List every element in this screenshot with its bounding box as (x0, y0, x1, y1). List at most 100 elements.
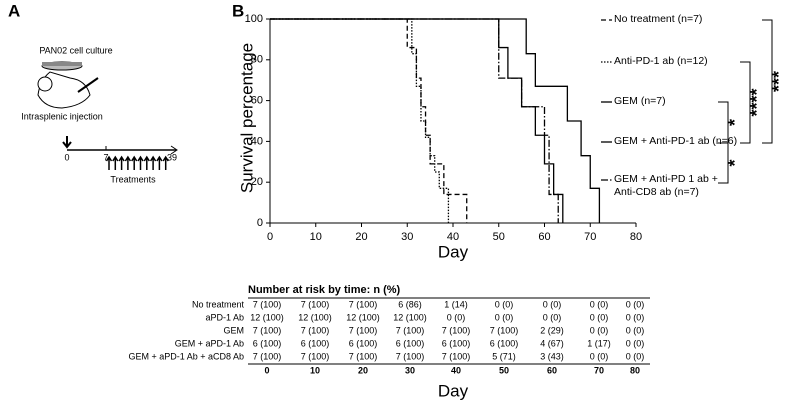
table-cell: 6 (100) (301, 338, 330, 348)
treatment-arrow (118, 155, 125, 170)
day-header: 80 (630, 365, 640, 375)
panel-label: A (8, 1, 20, 20)
x-tick-label: 0 (267, 231, 273, 243)
table-cell: 0 (0) (590, 325, 609, 335)
table-title: Number at risk by time: n (%) (248, 284, 401, 296)
survival-curve (270, 18, 450, 223)
injection-arrow (62, 136, 72, 149)
table-x-title: Day (438, 381, 469, 400)
table-cell: 7 (100) (396, 351, 425, 361)
timeline-label: 39 (167, 152, 177, 162)
table-cell: 12 (100) (298, 312, 332, 322)
panel-label: B (232, 1, 244, 20)
significance-bracket (740, 61, 751, 144)
row-label: GEM + aPD-1 Ab (175, 338, 244, 348)
x-tick-label: 80 (630, 231, 642, 243)
table-cell: 0 (0) (626, 299, 645, 309)
timeline-label: 0 (64, 152, 69, 162)
table-cell: 12 (100) (346, 312, 380, 322)
day-header: 0 (264, 365, 269, 375)
x-tick-label: 40 (447, 231, 459, 243)
table-cell: 0 (0) (590, 351, 609, 361)
table-cell: 7 (100) (442, 351, 471, 361)
day-header: 50 (499, 365, 509, 375)
table-cell: 0 (0) (590, 299, 609, 309)
table-cell: 1 (17) (587, 338, 611, 348)
x-tick-label: 70 (584, 231, 596, 243)
treatment-arrow (124, 155, 132, 170)
y-tick-label: 60 (251, 95, 263, 107)
day-header: 60 (547, 365, 557, 375)
timeline-label: 7 (103, 152, 108, 162)
legend-entry: GEM + Anti-PD 1 ab + Anti-CD8 ab (n=7) (614, 173, 718, 198)
table-cell: 6 (100) (349, 338, 378, 348)
table-cell: 7 (100) (349, 351, 378, 361)
table-cell: 4 (67) (540, 338, 564, 348)
survival-curve (270, 18, 559, 223)
y-tick-label: 100 (245, 13, 263, 25)
table-cell: 6 (100) (396, 338, 425, 348)
table-cell: 6 (100) (442, 338, 471, 348)
injection-label: Intrasplenic injection (21, 111, 103, 121)
syringe (77, 77, 99, 93)
table-cell: 7 (100) (490, 325, 519, 335)
table-cell: 12 (100) (393, 312, 427, 322)
dish (42, 62, 82, 66)
significance-bracket (718, 142, 729, 184)
y-tick-label: 40 (251, 135, 263, 147)
table-cell: 7 (100) (301, 299, 330, 309)
culture-label: PAN02 cell culture (39, 45, 112, 55)
table-cell: 0 (0) (626, 312, 645, 322)
table-cell: 12 (100) (250, 312, 284, 322)
significance-label: * (725, 119, 745, 126)
treatment-arrow (143, 155, 150, 170)
table-cell: 7 (100) (442, 325, 471, 335)
table-cell: 0 (0) (543, 312, 562, 322)
x-axis-title: Day (438, 242, 469, 261)
row-label: GEM (223, 325, 244, 335)
treatment-arrow (149, 155, 157, 170)
x-tick-label: 20 (355, 231, 367, 243)
treatment-arrow (112, 155, 119, 170)
y-tick-label: 0 (257, 217, 263, 229)
table-cell: 0 (0) (626, 351, 645, 361)
treatment-arrow (105, 155, 113, 170)
table-cell: 0 (0) (447, 312, 466, 322)
day-header: 70 (594, 365, 604, 375)
table-cell: 0 (0) (495, 312, 514, 322)
table-cell: 6 (86) (398, 299, 422, 309)
table-cell: 2 (29) (540, 325, 564, 335)
table-cell: 1 (14) (444, 299, 468, 309)
survival-curve (270, 18, 468, 223)
x-tick-label: 30 (401, 231, 413, 243)
survival-curve (270, 18, 601, 223)
table-cell: 0 (0) (495, 299, 514, 309)
row-label: No treatment (192, 299, 245, 309)
table-cell: 7 (100) (301, 351, 330, 361)
day-header: 40 (451, 365, 461, 375)
table-cell: 0 (0) (626, 338, 645, 348)
treatment-arrows (105, 155, 169, 170)
table-cell: 7 (100) (253, 299, 282, 309)
table-cell: 0 (0) (590, 312, 609, 322)
treatment-arrow (156, 155, 163, 170)
table-cell: 0 (0) (543, 299, 562, 309)
table-cell: 6 (100) (253, 338, 282, 348)
table-cell: 0 (0) (626, 325, 645, 335)
mouse-head (37, 76, 53, 92)
treatments-label: Treatments (110, 174, 156, 184)
x-tick-label: 50 (493, 231, 505, 243)
significance-label: *** (769, 71, 787, 92)
legend-entry: Anti-PD-1 ab (n=12) (614, 55, 708, 67)
x-tick-label: 10 (310, 231, 322, 243)
table-cell: 7 (100) (396, 325, 425, 335)
row-label: GEM + aPD-1 Ab + aCD8 Ab (128, 351, 244, 361)
y-tick-label: 20 (251, 176, 263, 188)
significance-bracket (762, 19, 773, 144)
table-cell: 7 (100) (349, 299, 378, 309)
table-cell: 3 (43) (540, 351, 564, 361)
table-cell: 5 (71) (492, 351, 516, 361)
treatment-arrow (137, 155, 144, 170)
